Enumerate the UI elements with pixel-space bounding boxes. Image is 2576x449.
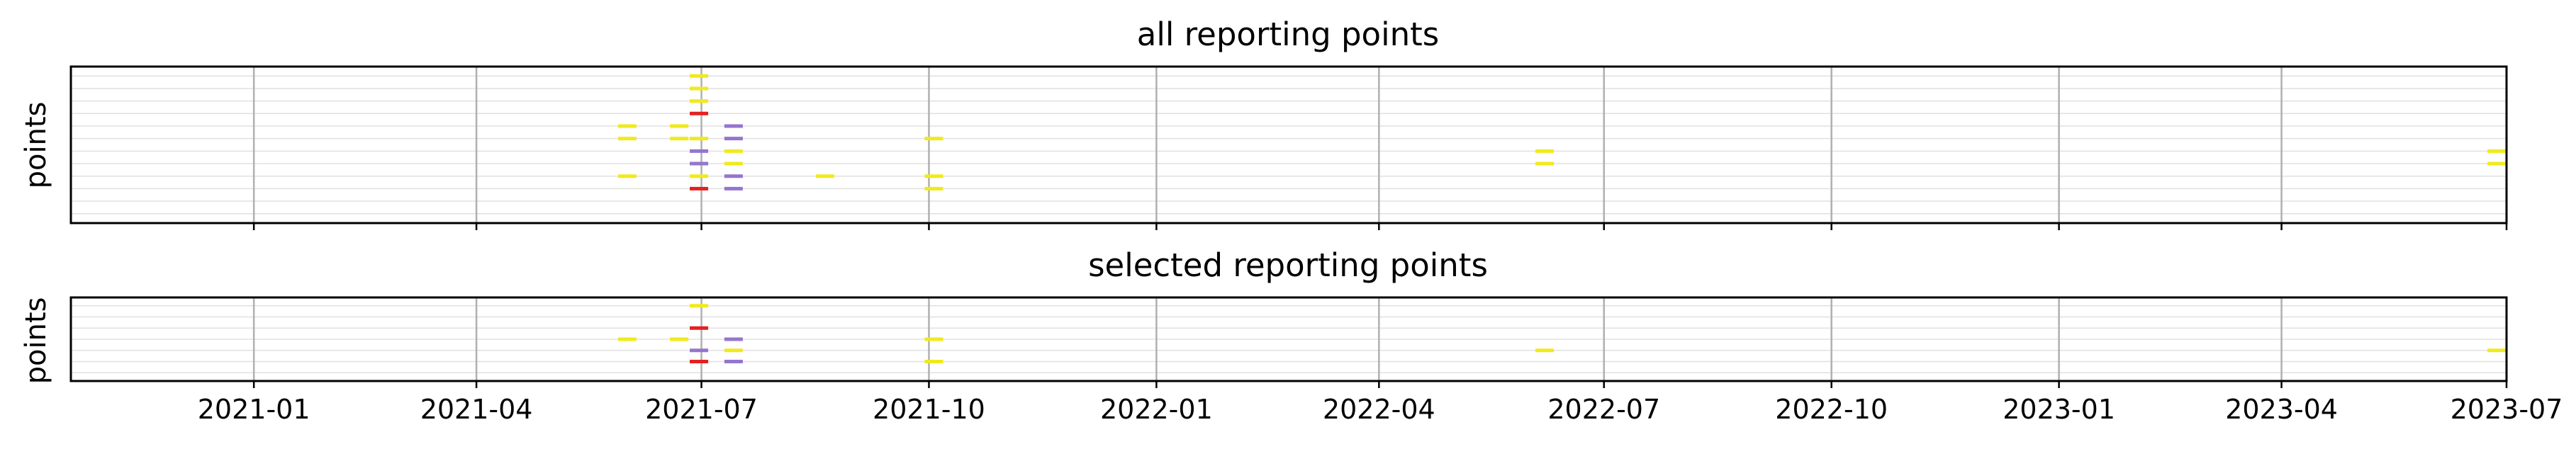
chart-title: all reporting points bbox=[1137, 16, 1439, 53]
x-tick-label: 2023-07 bbox=[2451, 394, 2563, 425]
x-tick-label: 2022-04 bbox=[1323, 394, 1435, 425]
plot-frame bbox=[69, 65, 2508, 224]
y-axis-label: points bbox=[20, 102, 52, 189]
chart-panel-selected: selected reporting points points 2021-01… bbox=[20, 246, 2563, 425]
x-tick-label: 2023-01 bbox=[2003, 394, 2115, 425]
x-tick-label: 2022-07 bbox=[1547, 394, 1660, 425]
x-tick-label: 2021-10 bbox=[873, 394, 985, 425]
x-tick-label: 2021-04 bbox=[420, 394, 533, 425]
y-axis-label: points bbox=[20, 297, 52, 385]
x-tick-label: 2022-10 bbox=[1775, 394, 1888, 425]
plot-frame bbox=[69, 296, 2508, 382]
chart-title: selected reporting points bbox=[1088, 246, 1488, 284]
x-tick-label: 2023-04 bbox=[2225, 394, 2338, 425]
x-tick-label: 2021-01 bbox=[198, 394, 310, 425]
x-tick-label: 2021-07 bbox=[645, 394, 758, 425]
x-tick-label: 2022-01 bbox=[1100, 394, 1213, 425]
chart-panel-all: all reporting points points bbox=[20, 16, 2508, 230]
